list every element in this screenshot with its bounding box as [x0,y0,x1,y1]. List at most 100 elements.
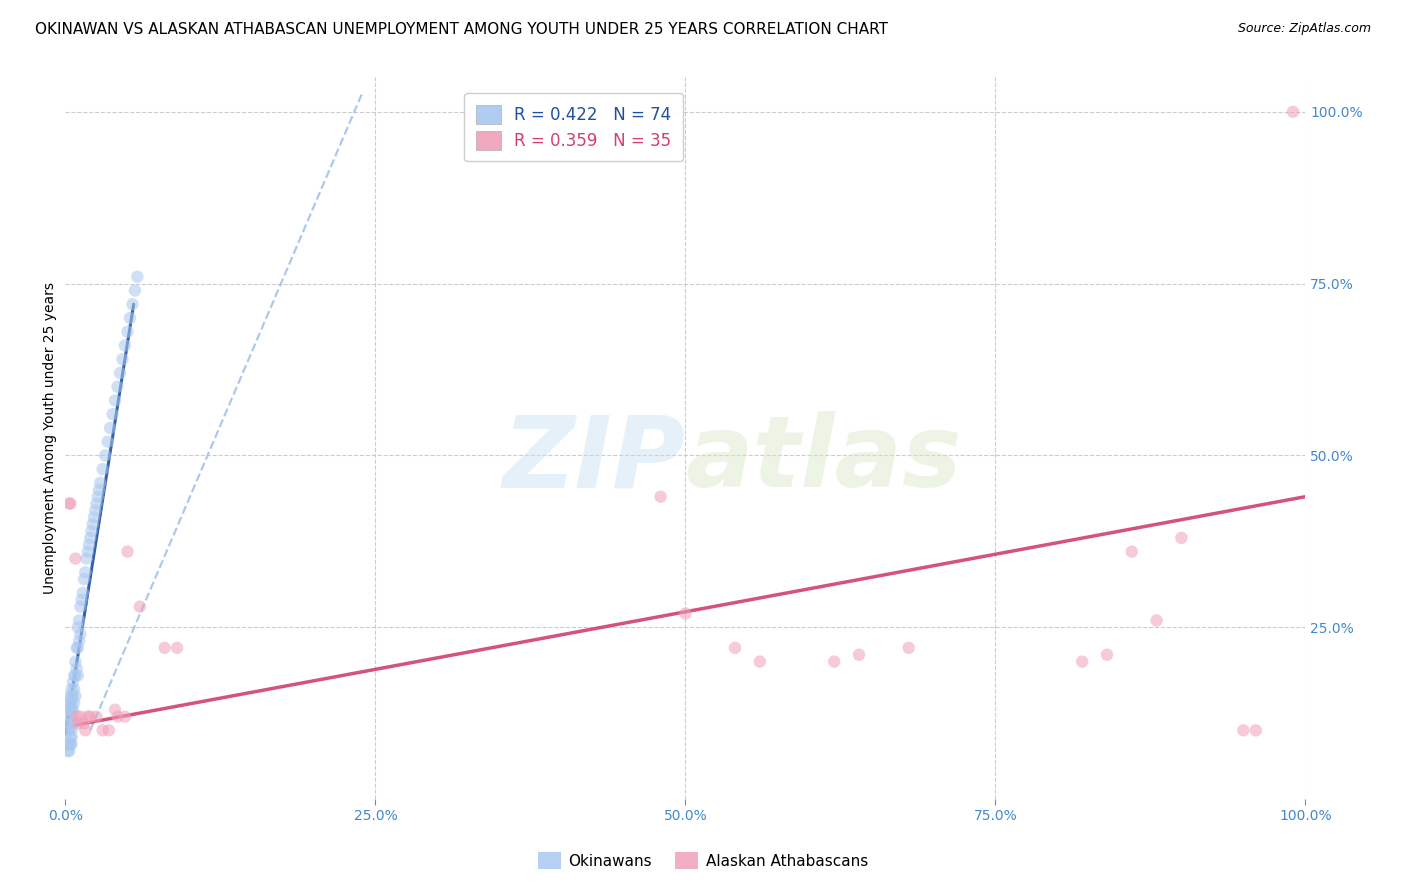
Legend: Okinawans, Alaskan Athabascans: Okinawans, Alaskan Athabascans [531,846,875,875]
Point [58,723,80,738]
Point [63,696,86,710]
Point [1170,531,1192,545]
Point [58,497,80,511]
Text: atlas: atlas [685,411,962,508]
Point [75,566,97,580]
Point [73,716,96,731]
Point [62,703,84,717]
Point [97,723,120,738]
Point [65,661,87,675]
Y-axis label: Unemployment Among Youth under 25 years: Unemployment Among Youth under 25 years [44,282,58,594]
Point [108,366,131,380]
Point [56,723,79,738]
Point [59,696,82,710]
Point [128,599,150,614]
Text: Source: ZipAtlas.com: Source: ZipAtlas.com [1237,22,1371,36]
Point [59,730,82,744]
Point [58,716,80,731]
Point [66,716,89,731]
Point [60,723,83,738]
Point [76,551,98,566]
Point [77,538,100,552]
Point [650,490,672,504]
Point [60,696,83,710]
Point [114,709,136,723]
Point [673,607,696,621]
Point [94,449,117,463]
Text: OKINAWAN VS ALASKAN ATHABASCAN UNEMPLOYMENT AMONG YOUTH UNDER 25 YEARS CORRELATI: OKINAWAN VS ALASKAN ATHABASCAN UNEMPLOYM… [35,22,889,37]
Point [59,689,82,703]
Point [76,544,98,558]
Point [67,634,90,648]
Point [1232,723,1254,738]
Point [66,668,89,682]
Point [82,517,104,532]
Point [1282,104,1305,119]
Point [58,737,80,751]
Point [80,524,103,538]
Point [101,407,124,421]
Point [107,709,129,723]
Point [153,640,176,655]
Point [62,689,84,703]
Point [124,284,146,298]
Point [59,737,82,751]
Point [65,655,87,669]
Point [87,483,110,497]
Point [59,716,82,731]
Point [66,640,89,655]
Point [91,462,114,476]
Point [62,675,84,690]
Point [1071,655,1094,669]
Point [62,716,84,731]
Point [98,421,121,435]
Point [1146,613,1168,627]
Point [63,668,86,682]
Point [111,352,134,367]
Point [60,689,83,703]
Point [121,297,143,311]
Point [89,475,111,490]
Point [114,338,136,352]
Point [60,737,83,751]
Point [63,682,86,697]
Point [107,380,129,394]
Point [75,723,97,738]
Text: ZIP: ZIP [502,411,685,508]
Point [79,709,101,723]
Point [117,544,139,558]
Point [117,325,139,339]
Point [166,640,188,655]
Point [58,703,80,717]
Point [69,599,91,614]
Point [1095,648,1118,662]
Point [848,648,870,662]
Point [97,434,120,449]
Point [59,497,82,511]
Point [86,709,108,723]
Point [65,551,87,566]
Point [84,503,107,517]
Point [1244,723,1267,738]
Point [56,709,79,723]
Point [1121,544,1143,558]
Point [76,709,98,723]
Point [748,655,770,669]
Point [724,640,747,655]
Point [60,703,83,717]
Point [59,703,82,717]
Legend: R = 0.422   N = 74, R = 0.359   N = 35: R = 0.422 N = 74, R = 0.359 N = 35 [464,93,683,161]
Point [83,510,105,524]
Point [127,269,149,284]
Point [897,640,920,655]
Point [56,744,79,758]
Point [66,620,89,634]
Point [73,572,96,586]
Point [70,592,93,607]
Point [58,696,80,710]
Point [86,490,108,504]
Point [118,310,141,325]
Point [104,393,127,408]
Point [60,730,83,744]
Point [60,682,83,697]
